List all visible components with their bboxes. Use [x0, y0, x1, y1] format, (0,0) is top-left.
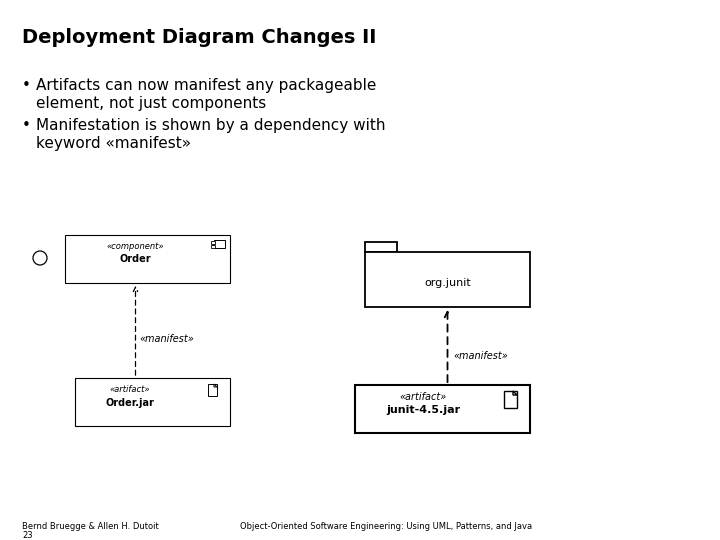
Bar	[365, 252, 530, 307]
Text: Artifacts can now manifest any packageable: Artifacts can now manifest any packageab…	[36, 78, 377, 93]
Text: Deployment Diagram Changes II: Deployment Diagram Changes II	[22, 28, 377, 47]
Text: «manifest»: «manifest»	[454, 351, 508, 361]
Text: Order.jar: Order.jar	[106, 398, 154, 408]
Text: «component»: «component»	[107, 242, 164, 251]
Bar	[365, 242, 397, 252]
Bar	[210, 245, 215, 247]
Polygon shape	[214, 384, 217, 387]
Text: Bernd Bruegge & Allen H. Dutoit: Bernd Bruegge & Allen H. Dutoit	[22, 522, 158, 531]
Text: 23: 23	[22, 531, 32, 540]
Text: •: •	[22, 78, 31, 93]
Bar	[75, 378, 230, 426]
Text: org.junit: org.junit	[424, 279, 471, 288]
Text: «artifact»: «artifact»	[400, 392, 446, 402]
Bar	[355, 385, 530, 433]
Bar	[65, 235, 230, 283]
Bar	[504, 391, 517, 408]
Text: «manifest»: «manifest»	[140, 334, 194, 343]
Text: keyword «manifest»: keyword «manifest»	[36, 136, 191, 151]
Bar	[210, 240, 215, 244]
Text: «artifact»: «artifact»	[109, 385, 150, 394]
Text: Object-Oriented Software Engineering: Using UML, Patterns, and Java: Object-Oriented Software Engineering: Us…	[240, 522, 532, 531]
Text: Manifestation is shown by a dependency with: Manifestation is shown by a dependency w…	[36, 118, 385, 133]
Text: junit-4.5.jar: junit-4.5.jar	[386, 405, 460, 415]
Text: Order: Order	[120, 254, 151, 264]
Bar	[214, 240, 225, 248]
Text: •: •	[22, 118, 31, 133]
Bar	[208, 384, 217, 396]
Text: element, not just components: element, not just components	[36, 96, 266, 111]
Polygon shape	[513, 391, 517, 395]
